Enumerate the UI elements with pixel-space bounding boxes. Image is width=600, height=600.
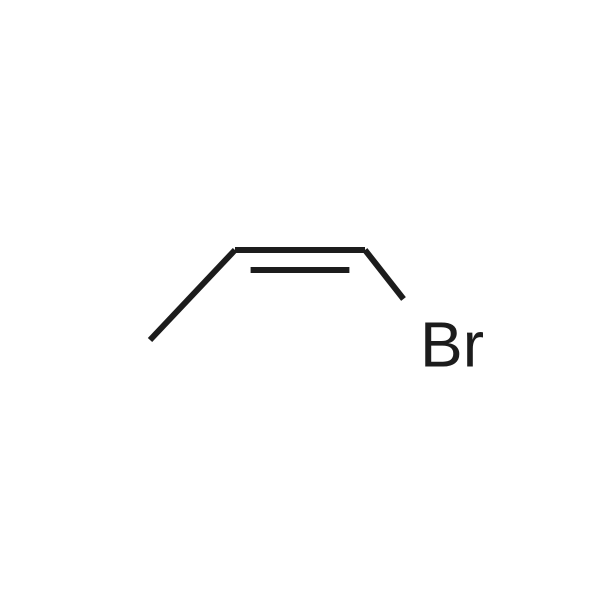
atom-label-br: Br (420, 308, 484, 380)
molecule-diagram: Br (0, 0, 600, 600)
bond-2 (365, 250, 404, 299)
bond-0 (150, 250, 235, 340)
